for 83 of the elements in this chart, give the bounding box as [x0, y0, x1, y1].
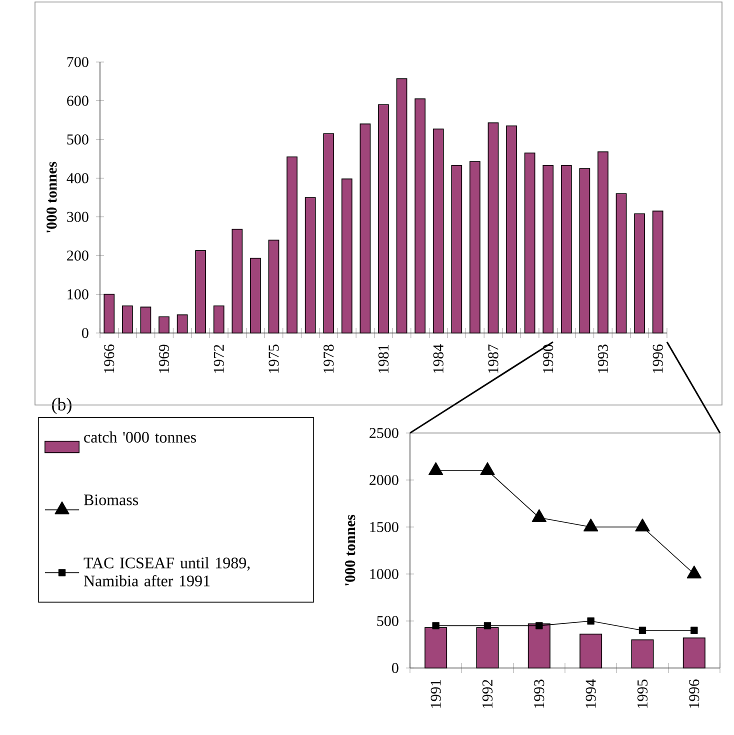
y-tick-label: 1000	[370, 568, 398, 580]
x-tick-label: 1966	[104, 344, 114, 373]
point	[638, 626, 646, 634]
point	[583, 518, 598, 532]
bar	[579, 168, 590, 334]
bar	[682, 638, 706, 668]
bar	[140, 306, 152, 334]
bar	[104, 294, 115, 334]
y-tick-label: 600	[67, 96, 88, 106]
point	[536, 622, 543, 630]
bar	[378, 104, 389, 334]
bar	[580, 634, 602, 668]
bar	[360, 124, 371, 334]
y-tick-label: 300	[67, 212, 88, 222]
point	[686, 566, 702, 578]
point	[428, 462, 444, 476]
x-tick-label: 1991	[430, 680, 441, 708]
y-axis-title: '000 tonnes	[46, 162, 57, 232]
bar	[213, 306, 224, 334]
bar	[286, 156, 298, 334]
y-tick-label: 700	[67, 56, 88, 68]
x-tick-label: 1996	[652, 344, 663, 373]
x-tick-label: 1996	[689, 680, 700, 708]
x-tick-label: 1984	[433, 344, 444, 373]
bar	[470, 161, 480, 334]
bar	[451, 164, 462, 334]
bar	[176, 314, 188, 334]
x-tick-label: 1969	[158, 344, 170, 373]
legend-label: catch '000 tonnes	[84, 431, 196, 443]
x-tick-label: 1993	[598, 344, 608, 373]
bar	[323, 133, 334, 334]
x-tick-label: 1992	[482, 680, 493, 708]
bar	[631, 639, 654, 668]
bar	[396, 78, 408, 334]
point	[532, 509, 546, 522]
bar	[524, 152, 536, 334]
legend-label: TAC ICSEAF until 1989, Namibia after 1991	[84, 557, 250, 586]
bar	[598, 151, 608, 334]
bar	[341, 178, 352, 334]
x-tick-label: 1981	[378, 344, 389, 373]
x-tick-label: 1987	[488, 344, 498, 373]
point	[587, 617, 594, 625]
point	[432, 622, 440, 630]
y-tick-label: 500	[377, 616, 398, 626]
x-tick-label: 1995	[637, 680, 648, 708]
bar	[232, 228, 243, 334]
y-tick-label: 100	[68, 289, 88, 300]
bar	[268, 240, 280, 334]
y-tick-label: 500	[67, 134, 88, 145]
y-tick-label: 2500	[370, 428, 398, 438]
bar	[488, 122, 499, 334]
bar	[432, 128, 444, 334]
x-tick-label: 1990	[543, 344, 554, 373]
bar	[560, 164, 572, 334]
y-tick-label: 1500	[370, 522, 398, 532]
point	[690, 626, 698, 634]
x-tick-label: 1972	[214, 344, 224, 373]
bar	[304, 197, 316, 334]
bar	[250, 258, 261, 334]
point	[635, 518, 650, 532]
x-tick-label: 1993	[534, 680, 544, 708]
point	[484, 622, 492, 630]
bar	[122, 306, 133, 334]
y-tick-label: 0	[82, 328, 88, 338]
bar	[414, 98, 426, 334]
point	[480, 462, 495, 476]
bar	[195, 250, 206, 334]
text: (b)	[52, 398, 72, 414]
legend-label: Biomass	[84, 494, 138, 506]
bar	[616, 193, 627, 334]
bar	[634, 213, 645, 334]
bar	[652, 210, 664, 334]
y-tick-label: 0	[392, 662, 398, 674]
x-tick-label: 1978	[324, 344, 334, 373]
bar	[158, 316, 170, 334]
y-tick-label: 2000	[370, 474, 398, 486]
y-axis-title: '000 tonnes	[345, 514, 356, 586]
bar	[506, 125, 517, 334]
bar	[542, 164, 554, 334]
y-tick-label: 200	[67, 250, 88, 261]
x-tick-label: 1994	[586, 679, 596, 708]
y-tick-label: 400	[66, 173, 88, 184]
x-tick-label: 1975	[268, 344, 279, 373]
